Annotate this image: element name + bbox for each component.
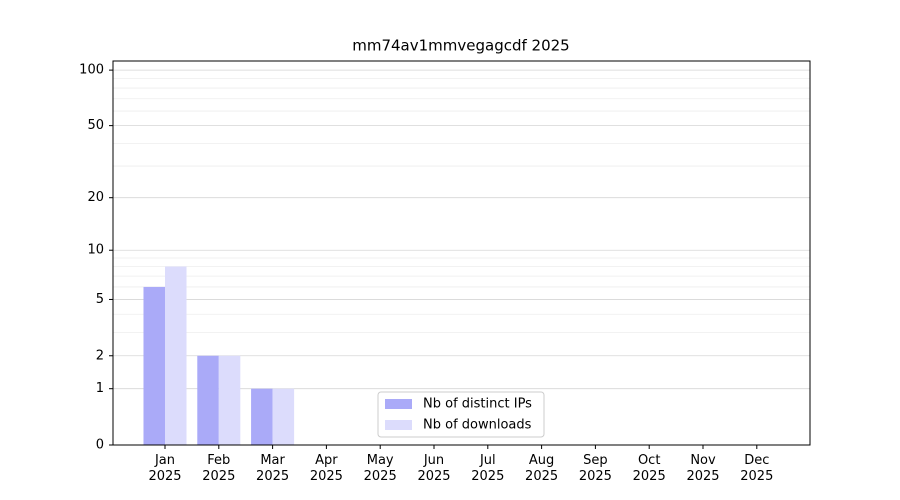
x-tick-label: Jun 2025 — [417, 453, 451, 484]
legend-label: Nb of distinct IPs — [423, 397, 532, 412]
y-tick-label: 0 — [96, 438, 104, 453]
bar — [251, 388, 273, 445]
x-tick-label: Dec 2025 — [740, 453, 774, 484]
legend-box — [377, 391, 545, 438]
x-tick-label: Sep 2025 — [578, 453, 612, 484]
y-tick-label: 100 — [79, 63, 104, 78]
y-tick-label: 5 — [96, 292, 104, 307]
bar — [197, 355, 219, 445]
y-tick-label: 50 — [87, 118, 104, 133]
x-tick-label: Mar 2025 — [256, 453, 290, 484]
x-tick-label: Oct 2025 — [632, 453, 666, 484]
plot-frame — [112, 60, 811, 446]
bar — [218, 355, 241, 445]
bar — [165, 266, 187, 445]
bar — [143, 286, 165, 445]
legend: Nb of distinct IPs Nb of downloads — [377, 391, 545, 438]
legend-label: Nb of downloads — [423, 418, 532, 433]
y-tick-label: 10 — [87, 243, 104, 258]
bar — [272, 388, 295, 445]
x-tick-label: Nov 2025 — [686, 453, 720, 484]
legend-swatch — [385, 399, 412, 409]
x-tick-label: Apr 2025 — [309, 453, 343, 484]
y-tick-label: 1 — [96, 381, 104, 396]
x-tick-label: Jul 2025 — [471, 453, 505, 484]
x-tick-label: May 2025 — [363, 453, 397, 484]
chart-title: mm74av1mmvegagcdf 2025 — [352, 37, 569, 55]
y-tick-label: 20 — [87, 190, 104, 205]
x-tick-label: Feb 2025 — [202, 453, 236, 484]
legend-swatch — [385, 420, 412, 430]
x-tick-label: Aug 2025 — [525, 453, 559, 484]
y-tick-label: 2 — [96, 348, 104, 363]
x-tick-label: Jan 2025 — [148, 453, 182, 484]
